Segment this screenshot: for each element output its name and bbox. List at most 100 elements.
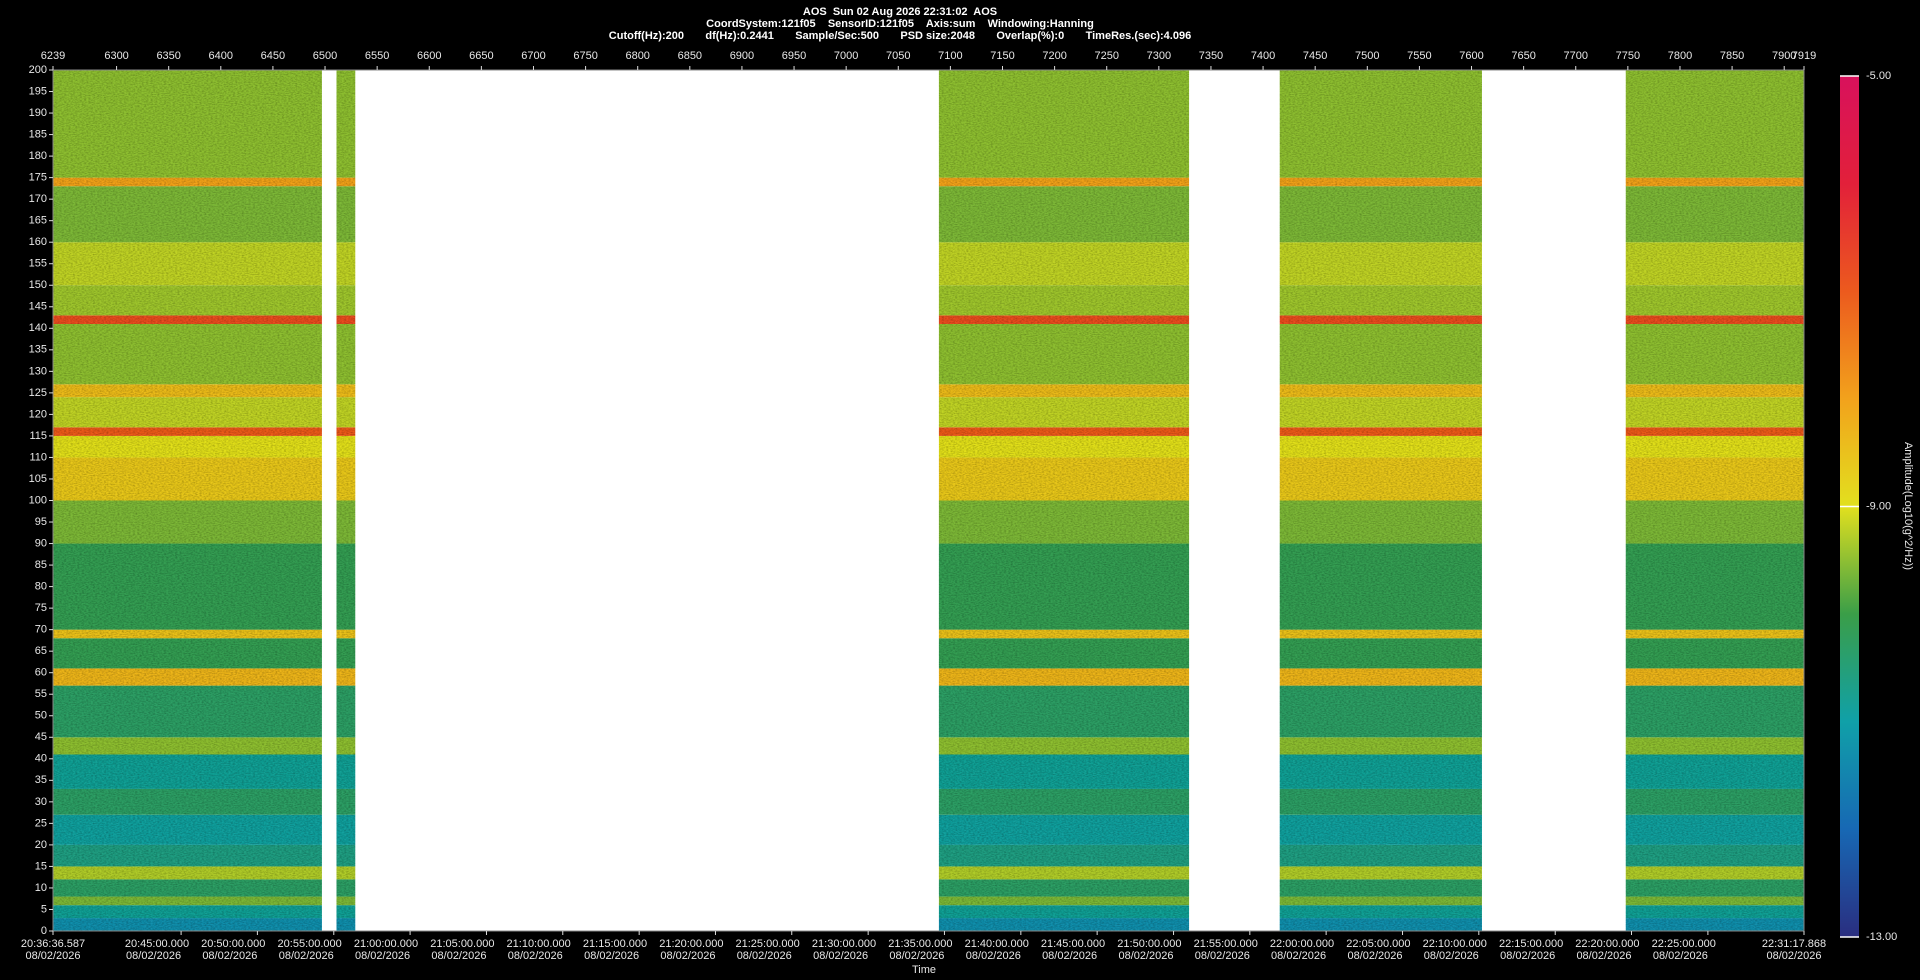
y-tick-label: 150 [29,279,47,291]
x-tick-label: 6550 [365,50,389,62]
spectrum-cell [53,427,322,436]
spectrum-cell [1279,397,1482,428]
x-tick-label: 6750 [573,50,597,62]
spectrum-cell [1625,685,1804,738]
spectrum-cell [53,638,322,669]
x-tick-label: 6600 [417,50,441,62]
y-tick-label: 70 [35,624,47,636]
time-tick-label: 21:50:00.000 [1117,938,1181,950]
spectrum-cell [1625,186,1804,243]
spectrum-cell [1279,543,1482,630]
spectrum-cell [1279,323,1482,385]
spectrum-cell [938,177,1190,187]
spectrum-cell [938,918,1190,931]
spectrum-cell [938,285,1190,316]
spectrum-cell [938,685,1190,738]
spectrum-cell [53,879,322,897]
x-tick-label: 7800 [1668,50,1692,62]
spectrum-cell [1625,70,1804,178]
y-tick-label: 175 [29,172,47,184]
spectrum-cell [336,543,356,630]
time-tick-label: 22:25:00.000 [1652,938,1716,950]
spectrum-cell [53,629,322,639]
time-tick-date: 08/02/2026 [1576,950,1631,962]
spectrum-cell [53,70,322,178]
time-tick-date: 08/02/2026 [1424,950,1479,962]
spectrum-cell [1279,879,1482,897]
x-tick-label: 7250 [1094,50,1118,62]
time-tick-label: 21:20:00.000 [659,938,723,950]
y-tick-label: 65 [35,645,47,657]
spectrum-cell [336,384,356,398]
spectrum-cell [1279,285,1482,316]
spectrum-cell [336,242,356,286]
time-tick-label: 21:35:00.000 [888,938,952,950]
x-tick-label: 7500 [1355,50,1379,62]
spectrum-cell [53,788,322,815]
spectrum-cell [336,629,356,639]
y-tick-label: 85 [35,559,47,571]
y-tick-label: 15 [35,860,47,872]
spectrum-cell [53,397,322,428]
spectrum-cell [938,457,1190,501]
spectrum-cell [336,427,356,436]
spectrum-cell [336,397,356,428]
spectrum-cell [53,435,322,458]
spectrum-cell [938,70,1190,178]
x-tick-label: 6850 [678,50,702,62]
spectrum-cell [938,896,1190,906]
spectrum-cell [1279,866,1482,880]
y-tick-label: 120 [29,408,47,420]
y-tick-label: 80 [35,581,47,593]
spectrum-cell [1279,638,1482,669]
x-tick-label: 7350 [1199,50,1223,62]
spectrum-cell [1625,457,1804,501]
chart-title: AOS Sun 02 Aug 2026 22:31:02 AOS [803,6,997,18]
spectrum-cell [53,896,322,906]
time-tick-label: 21:30:00.000 [812,938,876,950]
spectrum-cell [938,435,1190,458]
time-tick-date: 08/02/2026 [508,950,563,962]
x-tick-label: 7050 [886,50,910,62]
spectrum-cell [336,788,356,815]
spectrum-cell [1279,427,1482,436]
y-tick-label: 50 [35,710,47,722]
y-tick-label: 90 [35,537,47,549]
spectrum-cell [938,814,1190,845]
time-tick-label: 22:00:00.000 [1270,938,1334,950]
spectrum-cell [53,754,322,789]
spectrum-cell [1625,500,1804,544]
spectrum-cell [1625,242,1804,286]
time-tick-date: 08/02/2026 [1042,950,1097,962]
spectrum-cell [1625,896,1804,906]
y-tick-label: 10 [35,882,47,894]
x-tick-label: 6300 [104,50,128,62]
y-tick-label: 30 [35,796,47,808]
time-tick-label: 22:15:00.000 [1499,938,1563,950]
x-tick-label: 7100 [938,50,962,62]
x-tick-label: 6900 [730,50,754,62]
spectrum-cell [1625,323,1804,385]
time-tick-label: 20:55:00.000 [278,938,342,950]
x-tick-label: 7300 [1147,50,1171,62]
spectrum-cell [1625,866,1804,880]
x-tick-label: 6950 [782,50,806,62]
spectrum-cell [938,500,1190,544]
spectrum-cell [53,685,322,738]
spectrum-cell [53,177,322,187]
spectrum-cell [336,638,356,669]
time-tick-date: 08/02/2026 [1195,950,1250,962]
spectrum-cell [938,638,1190,669]
x-tick-label: 7600 [1459,50,1483,62]
spectrum-cell [938,788,1190,815]
time-tick-label: 21:00:00.000 [354,938,418,950]
spectrum-cell [938,737,1190,755]
spectrum-cell [53,315,322,324]
y-tick-label: 115 [29,430,47,442]
time-tick-date: 08/02/2026 [966,950,1021,962]
spectrum-cell [53,457,322,501]
y-tick-label: 145 [29,301,47,313]
spectrum-cell [1625,427,1804,436]
spectrum-cell [1625,788,1804,815]
